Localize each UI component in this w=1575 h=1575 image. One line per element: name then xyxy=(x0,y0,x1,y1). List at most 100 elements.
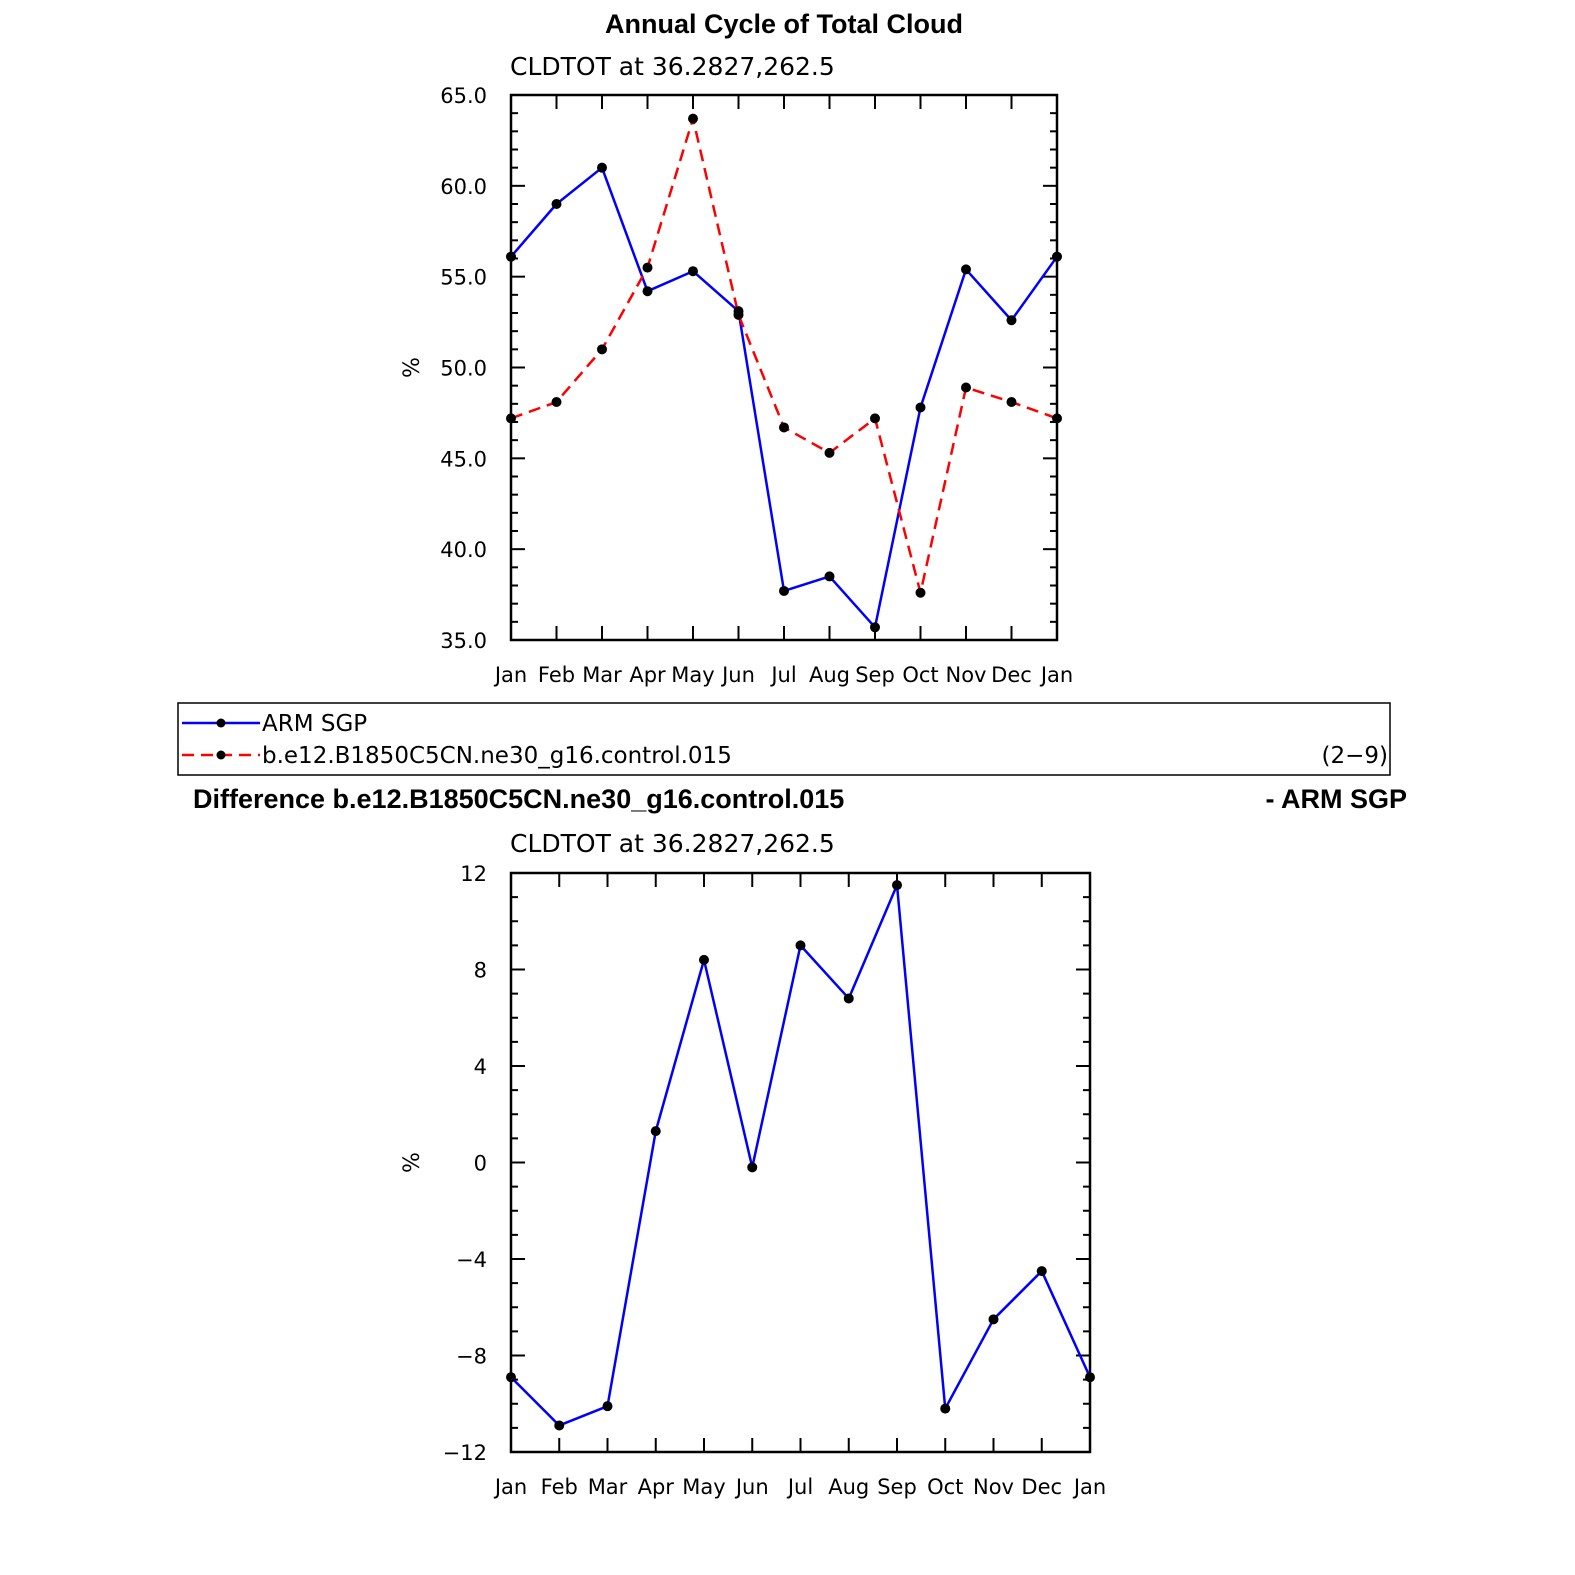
chart2-ytick-label: 12 xyxy=(460,862,487,886)
chart2-series-0-point xyxy=(843,993,854,1004)
chart2-series-0-point xyxy=(650,1126,661,1137)
chart1-series-0-point xyxy=(1006,315,1017,326)
chart1-series-1-point xyxy=(915,587,926,598)
chart1-ytick-label: 40.0 xyxy=(440,538,487,562)
legend-marker-model xyxy=(216,750,226,760)
legend-note: (2−9) xyxy=(1322,743,1388,769)
chart1-series-1-point xyxy=(870,413,880,424)
chart2-series-0-line xyxy=(510,883,1092,1427)
chart1-series-1-point xyxy=(551,397,562,408)
chart1-subtitle: CLDTOT at 36.2827,262.5 xyxy=(510,52,835,81)
chart1-series-0-point xyxy=(688,266,698,277)
chart1-xtick-label: Jun xyxy=(720,663,755,687)
chart2-xtick-label: Dec xyxy=(1021,1475,1062,1499)
chart1-series-0-point xyxy=(824,571,835,582)
chart2-ytick-label: 8 xyxy=(474,959,487,983)
chart2-series-0-point xyxy=(892,880,902,891)
chart2-xtick-label: Mar xyxy=(588,1475,628,1499)
chart2-series-0-point xyxy=(699,954,709,965)
chart1-series-0-point xyxy=(597,162,607,173)
chart1-series-0-point xyxy=(506,251,516,262)
chart2-xtick-label: Aug xyxy=(828,1475,869,1499)
chart2-series-0-point xyxy=(602,1401,613,1412)
chart1-ytick-label: 35.0 xyxy=(440,629,487,653)
chart2-ytick-label: 0 xyxy=(474,1152,487,1176)
chart2-xtick-label: Jun xyxy=(734,1475,769,1499)
chart1-xtick-label: Mar xyxy=(582,663,622,687)
chart1-series-1-point xyxy=(506,413,516,424)
chart1-series-0-point xyxy=(870,622,880,633)
chart2-ytick-label: −12 xyxy=(443,1441,487,1465)
chart2-xtick-label: Feb xyxy=(541,1475,578,1499)
chart1-ylabel: % xyxy=(400,357,425,378)
chart2-series-0-point xyxy=(795,940,806,951)
chart2-series-0-point xyxy=(940,1403,951,1414)
chart1-series-0-point xyxy=(1052,251,1062,262)
chart2-xtick-label: Jan xyxy=(1072,1475,1106,1499)
chart1-xtick-label: Feb xyxy=(538,663,575,687)
chart1-xtick-label: May xyxy=(671,663,714,687)
chart1-xtick-label: Apr xyxy=(629,663,666,687)
chart1-series-1-line xyxy=(510,117,1058,595)
chart1-xtick-label: Aug xyxy=(809,663,850,687)
chart1-series-1-point xyxy=(1006,397,1017,408)
chart1-series-0-point xyxy=(779,585,789,596)
chart1-series-0-point xyxy=(961,264,971,275)
chart1-ytick-label: 60.0 xyxy=(440,175,487,199)
chart2-ytick-label: −4 xyxy=(456,1248,487,1272)
chart1-series-1-point xyxy=(1052,413,1062,424)
chart1-xtick-label: Jan xyxy=(493,663,527,687)
chart1-frame xyxy=(509,93,1059,642)
chart1-xtick-label: Nov xyxy=(946,663,987,687)
legend: ARM SGP b.e12.B1850C5CN.ne30_g16.control… xyxy=(177,702,1391,776)
chart1-ytick-label: 50.0 xyxy=(440,357,487,381)
chart2-ytick-label: 4 xyxy=(474,1055,487,1079)
chart2-series-0-point xyxy=(747,1162,758,1173)
chart1-title: Annual Cycle of Total Cloud xyxy=(605,9,963,39)
chart1-series-1-point xyxy=(733,309,744,320)
chart2-xtick-label: Jan xyxy=(493,1475,527,1499)
chart1-ytick-label: 65.0 xyxy=(440,84,487,108)
chart1-series-1-point xyxy=(642,262,653,273)
chart1-xtick-label: Jan xyxy=(1039,663,1073,687)
chart1-series-0-line xyxy=(510,166,1059,629)
chart1-series-0-point xyxy=(551,199,562,209)
chart2-series-0-point xyxy=(554,1420,565,1431)
chart1-series-1-point xyxy=(824,447,835,458)
chart2-ylabel: % xyxy=(400,1152,425,1173)
chart2-series-0-point xyxy=(988,1314,999,1325)
chart1-series-1-point xyxy=(961,382,971,393)
legend-box xyxy=(177,702,1391,776)
chart2-subtitle: CLDTOT at 36.2827,262.5 xyxy=(510,829,835,858)
chart2-title: Difference b.e12.B1850C5CN.ne30_g16.cont… xyxy=(193,784,844,814)
chart1-series-0-point xyxy=(642,286,653,297)
chart2-series-0-point xyxy=(1036,1266,1047,1277)
chart2-xtick-label: Jul xyxy=(786,1475,813,1499)
chart2-xtick-label: May xyxy=(682,1475,725,1499)
chart2-frame xyxy=(509,871,1092,1454)
chart2-xtick-label: Apr xyxy=(638,1475,675,1499)
chart2-title-right: - ARM SGP xyxy=(1266,784,1408,814)
chart2-xtick-label: Sep xyxy=(877,1475,917,1499)
chart1-series-1-point xyxy=(597,344,607,355)
chart2-series-0-point xyxy=(1085,1372,1095,1383)
chart1-ytick-label: 45.0 xyxy=(440,447,487,471)
chart1-xtick-label: Dec xyxy=(991,663,1032,687)
legend-label-model: b.e12.B1850C5CN.ne30_g16.control.015 xyxy=(262,743,732,769)
chart1-series-1-point xyxy=(688,113,698,124)
chart1-ytick-label: 55.0 xyxy=(440,266,487,290)
legend-marker-arm xyxy=(216,718,226,728)
legend-label-arm: ARM SGP xyxy=(262,711,367,737)
chart2-xtick-label: Nov xyxy=(973,1475,1014,1499)
chart1-series-1-point xyxy=(779,422,789,433)
chart2-xtick-label: Oct xyxy=(927,1475,963,1499)
chart1-xtick-label: Oct xyxy=(902,663,938,687)
chart1-xtick-label: Jul xyxy=(769,663,796,687)
chart2-ytick-label: −8 xyxy=(456,1345,487,1369)
chart1-series-0-point xyxy=(915,402,926,413)
chart1-xtick-label: Sep xyxy=(855,663,895,687)
chart2-series-0-point xyxy=(506,1372,516,1383)
